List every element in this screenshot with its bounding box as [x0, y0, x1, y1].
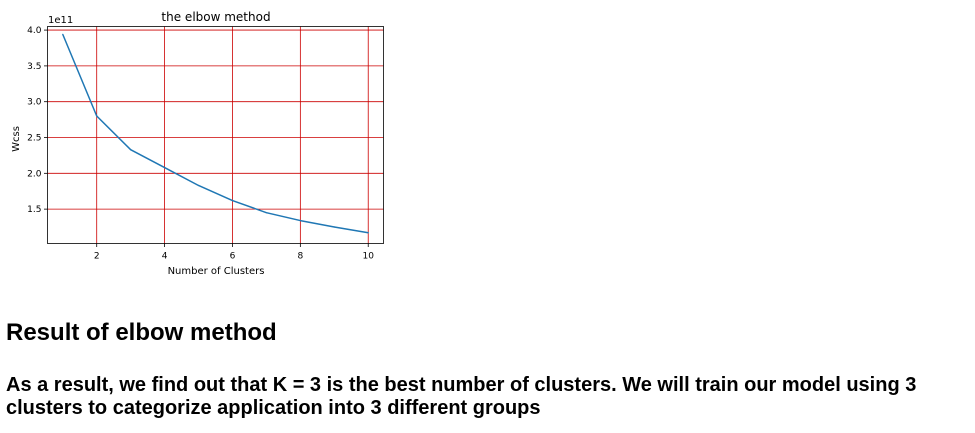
- y-offset-label: 1e11: [48, 15, 73, 26]
- data-point: [265, 212, 268, 214]
- axis-ticks: 2 4 6 8 10 1.5 2.0 2.5 3.0 3.5 4.0: [27, 26, 374, 261]
- series-line: [62, 34, 369, 234]
- series-layer: [62, 33, 369, 234]
- data-point: [163, 166, 166, 169]
- grid-lines: [47, 26, 384, 244]
- data-point: [231, 199, 234, 202]
- y-tick-label: 1.5: [27, 205, 41, 215]
- data-point: [130, 149, 132, 151]
- data-point: [367, 232, 369, 234]
- y-tick-label: 3.0: [27, 98, 42, 108]
- data-point: [96, 115, 98, 117]
- section-heading: Result of elbow method: [6, 319, 277, 346]
- x-axis-label: Number of Clusters: [168, 266, 265, 277]
- data-point: [62, 33, 64, 35]
- data-point: [197, 184, 200, 187]
- data-point: [333, 226, 335, 228]
- y-tick-label: 4.0: [27, 26, 42, 36]
- x-tick-label: 10: [363, 252, 375, 262]
- y-tick-label: 2.0: [27, 169, 42, 179]
- data-point: [299, 219, 301, 222]
- chart-title: the elbow method: [161, 10, 270, 24]
- y-tick-label: 3.5: [27, 62, 41, 72]
- result-paragraph: As a result, we find out that K = 3 is t…: [6, 374, 917, 419]
- plot-frame: [47, 26, 384, 244]
- x-tick-label: 8: [297, 252, 303, 262]
- x-tick-label: 2: [94, 252, 100, 262]
- elbow-chart: the elbow method 1e11 Number of Clusters…: [11, 10, 384, 277]
- y-axis-label: Wcss: [11, 126, 22, 152]
- x-tick-label: 6: [230, 252, 236, 262]
- y-tick-label: 2.5: [27, 134, 41, 144]
- x-tick-label: 4: [162, 252, 168, 262]
